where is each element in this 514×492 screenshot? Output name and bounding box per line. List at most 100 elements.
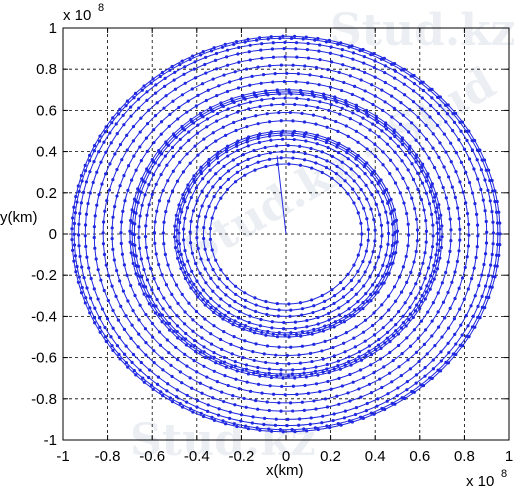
orbit-point bbox=[124, 314, 128, 318]
orbit-point bbox=[405, 380, 409, 384]
orbit-point bbox=[415, 217, 419, 221]
orbit-point bbox=[358, 415, 363, 419]
orbit-point bbox=[100, 182, 104, 186]
orbit-point bbox=[435, 206, 439, 210]
orbit-point bbox=[269, 103, 274, 107]
orbit-point bbox=[395, 394, 399, 398]
orbit-point bbox=[226, 154, 230, 158]
orbit-point bbox=[183, 200, 187, 204]
orbit-point bbox=[151, 335, 155, 339]
orbit-point bbox=[160, 273, 164, 277]
orbit-point bbox=[265, 112, 269, 116]
orbit-point bbox=[312, 327, 316, 332]
orbit-point bbox=[104, 339, 108, 344]
orbit-point bbox=[137, 235, 141, 240]
orbit-point bbox=[393, 402, 397, 406]
orbit-ring bbox=[84, 48, 488, 420]
orbit-point bbox=[186, 183, 190, 187]
orbit-point bbox=[465, 211, 470, 216]
orbit-point bbox=[218, 185, 223, 190]
orbit-point bbox=[247, 320, 251, 325]
orbit-point bbox=[77, 222, 81, 226]
orbit-point bbox=[115, 194, 119, 198]
orbit-point bbox=[189, 344, 193, 348]
orbit-point bbox=[449, 228, 453, 232]
orbit-point bbox=[212, 418, 217, 422]
orbit-point bbox=[305, 325, 309, 329]
orbit-point bbox=[435, 259, 439, 263]
orbit-point bbox=[194, 309, 199, 314]
orbit-point bbox=[241, 93, 245, 98]
orbit-point bbox=[260, 98, 264, 102]
orbit-point bbox=[254, 114, 258, 118]
orbit-point bbox=[470, 139, 474, 143]
orbit-point bbox=[199, 53, 203, 57]
orbit-point bbox=[318, 43, 322, 47]
orbit-point bbox=[478, 315, 482, 320]
orbit-point bbox=[303, 383, 307, 388]
orbit-point bbox=[174, 395, 179, 399]
orbit-point bbox=[170, 292, 174, 296]
orbit-point bbox=[400, 139, 404, 143]
orbit-point bbox=[389, 197, 393, 202]
orbit-point bbox=[115, 167, 119, 172]
orbit-point bbox=[389, 318, 393, 322]
orbit-point bbox=[180, 59, 184, 63]
orbit-point bbox=[426, 310, 430, 314]
orbit-point bbox=[414, 138, 418, 142]
orbit-point bbox=[356, 153, 360, 158]
orbit-point bbox=[132, 210, 136, 214]
orbit-point bbox=[205, 125, 209, 129]
orbit-point bbox=[411, 100, 416, 104]
orbit-point bbox=[414, 156, 418, 160]
orbit-point bbox=[190, 269, 194, 273]
orbit-point bbox=[361, 259, 365, 264]
orbit-point bbox=[386, 242, 390, 246]
orbit-point bbox=[93, 214, 97, 218]
orbit-point bbox=[430, 87, 434, 91]
orbit-point bbox=[236, 316, 241, 320]
orbit-point bbox=[237, 309, 242, 314]
orbit-point bbox=[404, 254, 408, 259]
orbit-point bbox=[383, 64, 387, 68]
orbit-point bbox=[473, 294, 477, 298]
orbit-point bbox=[269, 138, 273, 142]
x-tick-label: 0.2 bbox=[320, 448, 341, 465]
orbit-point bbox=[375, 404, 379, 408]
orbit-point bbox=[385, 336, 389, 340]
orbit-point bbox=[325, 125, 329, 129]
orbit-point bbox=[287, 88, 291, 92]
orbit-point bbox=[419, 299, 423, 304]
orbit-point bbox=[393, 150, 397, 154]
orbit-point bbox=[282, 79, 287, 84]
orbit-point bbox=[361, 330, 366, 334]
orbit-point bbox=[330, 288, 334, 292]
orbit-point bbox=[314, 365, 318, 369]
orbit-point bbox=[310, 332, 314, 336]
orbit-point bbox=[498, 243, 502, 247]
orbit-point bbox=[328, 324, 332, 328]
orbit-point bbox=[140, 88, 144, 92]
orbit-point bbox=[207, 157, 211, 162]
orbit-point bbox=[484, 219, 488, 224]
orbit-point bbox=[197, 214, 201, 218]
orbit-point bbox=[431, 367, 436, 371]
orbit-point bbox=[104, 125, 108, 129]
orbit-point bbox=[338, 367, 342, 371]
orbit-point bbox=[312, 342, 316, 346]
orbit-point bbox=[421, 162, 425, 166]
orbit-point bbox=[204, 55, 208, 59]
orbit-point bbox=[487, 295, 491, 300]
orbit-point bbox=[148, 368, 152, 372]
orbit-point bbox=[421, 147, 425, 151]
orbit-point bbox=[316, 427, 320, 432]
orbit-point bbox=[211, 185, 215, 189]
orbit-point bbox=[131, 221, 135, 225]
orbit-point bbox=[365, 111, 369, 115]
orbit-point bbox=[201, 50, 205, 54]
orbit-point bbox=[352, 336, 356, 340]
orbit-point bbox=[152, 231, 157, 235]
orbit-point bbox=[449, 239, 453, 243]
orbit-point bbox=[359, 243, 363, 247]
orbit-point bbox=[446, 326, 451, 330]
